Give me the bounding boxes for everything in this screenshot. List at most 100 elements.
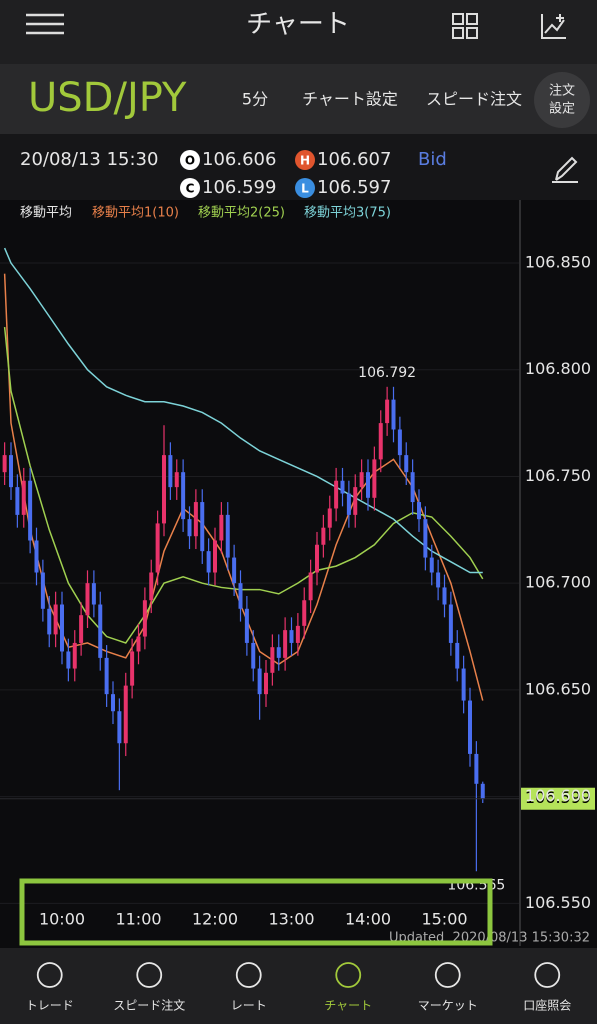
price-annotation: 106.792 <box>358 365 416 381</box>
candle-body <box>155 523 160 573</box>
candle-body <box>295 625 300 643</box>
order-settings: 設定 <box>549 101 575 117</box>
nav-label: レート <box>231 999 267 1013</box>
quote-datetime: 20/08/13 15:30 <box>20 149 158 170</box>
moving-average-line <box>3 247 483 574</box>
candle-body <box>47 608 52 635</box>
candle-body <box>289 630 294 643</box>
quote-icon <box>295 178 315 198</box>
edit-icon[interactable] <box>552 156 578 183</box>
y-tick-label: 106.550 <box>525 893 591 912</box>
candle-body <box>111 694 115 712</box>
speed-order[interactable]: スピード注文 <box>426 90 522 109</box>
menu-icon[interactable] <box>26 13 64 35</box>
candle-body <box>346 493 351 515</box>
candle-body <box>417 502 421 520</box>
candle-body <box>79 615 84 643</box>
candle-body <box>480 783 485 799</box>
quote-value: 106.599 <box>202 177 276 198</box>
top-bar <box>0 0 597 64</box>
y-tick-label: 106.600 <box>525 786 591 805</box>
x-tick-label: 14:00 <box>345 910 391 929</box>
nav-icon <box>235 962 262 988</box>
candle-body <box>372 459 377 498</box>
order-settings-button[interactable] <box>534 72 590 128</box>
toolbar <box>0 64 597 134</box>
candle-body <box>206 551 211 573</box>
x-tick-label: 10:00 <box>39 910 85 929</box>
candle-body <box>15 487 20 515</box>
nav-icon <box>434 962 461 988</box>
candle-body <box>219 514 224 541</box>
candle-body <box>257 668 262 695</box>
candle-body <box>117 711 122 744</box>
y-tick-label: 106.750 <box>525 466 591 485</box>
nav-icon <box>534 962 561 988</box>
nav-label: マーケット <box>418 999 478 1013</box>
layout-icon[interactable] <box>452 13 478 39</box>
candle-body <box>238 583 243 609</box>
candle-body <box>193 502 198 537</box>
candle-body <box>264 672 268 695</box>
candle-body <box>410 472 415 503</box>
candle-body <box>321 527 326 545</box>
candle-body <box>225 514 230 558</box>
y-tick-label: 106.700 <box>525 573 591 592</box>
nav-tab[interactable] <box>498 948 597 1024</box>
candle-body <box>448 604 453 643</box>
candle-body <box>276 647 281 658</box>
candle-body <box>327 508 332 528</box>
candle-body <box>334 480 339 509</box>
candle-body <box>142 600 147 637</box>
candle-body <box>474 753 479 784</box>
candle-body <box>302 600 307 626</box>
x-tick-label: 12:00 <box>192 910 238 929</box>
candle-body <box>308 572 313 601</box>
candle-body <box>66 651 71 669</box>
candle-body <box>340 480 345 494</box>
candle-body <box>397 429 402 456</box>
candle-body <box>136 636 141 652</box>
symbol[interactable]: USD/JPY <box>28 75 187 121</box>
legend-title: 移動平均 <box>20 206 72 221</box>
candle-body <box>130 651 135 686</box>
candle-body <box>85 583 90 616</box>
nav-tab[interactable] <box>398 948 498 1024</box>
quote-value: 106.606 <box>202 149 276 170</box>
candle-body <box>385 399 390 424</box>
candle-body <box>251 642 256 669</box>
interval[interactable]: 5分 <box>242 90 268 109</box>
candle-body <box>60 604 64 652</box>
nav-tab[interactable] <box>100 948 200 1024</box>
nav-label: スピード注文 <box>113 998 185 1013</box>
legend-entry: 移動平均1(10) <box>92 206 179 221</box>
nav-icon <box>136 962 163 988</box>
candle-body <box>315 544 319 573</box>
bottom-nav <box>0 948 597 1024</box>
candle-body <box>104 657 109 695</box>
candle-body <box>98 604 103 658</box>
nav-label: トレード <box>26 999 74 1013</box>
nav-tab[interactable] <box>299 948 399 1024</box>
candle-body <box>244 608 249 643</box>
candle-body <box>378 423 383 460</box>
candle-body <box>149 572 154 601</box>
order-settings: 注文 <box>549 84 575 99</box>
quote-icon-letter: O <box>185 154 195 168</box>
quote-icon <box>180 150 200 170</box>
nav-tab[interactable] <box>0 948 100 1024</box>
chart-settings[interactable]: チャート設定 <box>302 90 398 109</box>
candle-body <box>91 583 96 605</box>
nav-icon <box>36 962 63 988</box>
candle-body <box>270 647 275 673</box>
x-tick-label: 15:00 <box>421 910 467 929</box>
candle-body <box>53 604 58 635</box>
indicator-icon[interactable] <box>541 14 566 39</box>
nav-label: 口座照会 <box>523 998 571 1013</box>
candle-body <box>468 700 472 754</box>
nav-tab[interactable] <box>199 948 299 1024</box>
y-tick-label: 106.650 <box>525 679 591 698</box>
candle-body <box>34 540 39 573</box>
candle-body <box>366 472 370 498</box>
